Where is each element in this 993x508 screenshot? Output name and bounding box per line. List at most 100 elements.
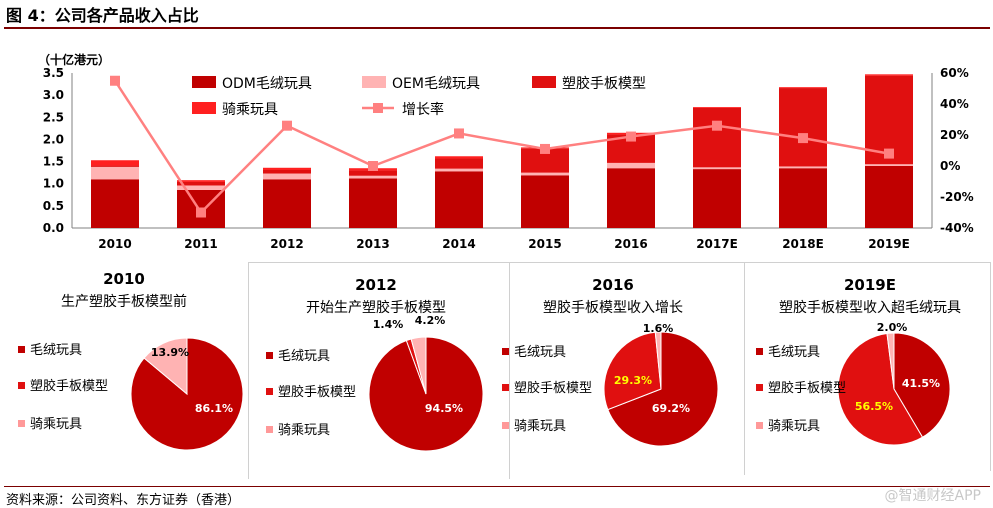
pie-legend-label: 塑胶手板模型 [278, 384, 356, 400]
bar-segment [349, 178, 397, 228]
pie-chart-2012: 2012 开始生产塑胶手板模型 94.5% 1.4% 4.2% 毛绒玩具塑胶手板模型骑乘玩… [266, 276, 484, 452]
pie-legend-label: 毛绒玩具 [514, 345, 566, 360]
bar-segment [779, 87, 827, 89]
pie-panel-2016-frame [508, 262, 745, 475]
pie-subtitle: 生产塑胶手板模型前 [61, 293, 187, 310]
legend-swatch [192, 76, 216, 88]
legend-swatch [192, 102, 216, 114]
bar-segment [865, 164, 913, 166]
pie-data-label: 94.5% [425, 402, 463, 415]
x-tick-label: 2015 [528, 237, 561, 251]
pie-year-title: 2019E [844, 276, 896, 294]
bar-segment [263, 169, 311, 174]
pie-slice [607, 331, 719, 447]
growth-rate-marker [884, 148, 894, 159]
bar-segment [779, 88, 827, 167]
x-tick-label: 2011 [184, 237, 217, 251]
pie-legend-label: 塑胶手板模型 [514, 380, 592, 396]
bar-segment [435, 156, 483, 159]
y-tick-label: 1.5 [43, 155, 64, 169]
pie-legend-swatch [266, 426, 273, 433]
x-tick-label: 2013 [356, 237, 389, 251]
pie-data-label: 13.9% [151, 346, 189, 359]
pie-legend-label: 塑胶手板模型 [768, 380, 846, 396]
x-tick-label: 2014 [442, 237, 475, 251]
y2-tick-label: -20% [940, 190, 974, 204]
bar-segment [435, 158, 483, 169]
pie-subtitle: 开始生产塑胶手板模型 [306, 299, 446, 316]
bar-segment [177, 181, 225, 186]
figure-title: 图 4：公司各产品收入占比 [6, 6, 199, 25]
legend-swatch [362, 76, 386, 88]
legend-label: ODM毛绒玩具 [222, 76, 312, 92]
bar-segment [693, 107, 741, 168]
stacked-bar-line-chart: （十亿港元） 0.0 0.5 1.0 1.5 2.0 2.5 3.0 3.5 -40% -20% 0%… [38, 52, 974, 251]
x-tick-label: 2010 [98, 237, 131, 251]
pie-legend-swatch [502, 422, 509, 429]
pie-legend-swatch [502, 348, 509, 355]
pie-slice [837, 332, 924, 446]
pie-panel-2019-frame [744, 262, 991, 471]
pie-legend-swatch [18, 420, 25, 427]
growth-rate-marker [798, 133, 808, 144]
bar-segment [177, 180, 225, 182]
y-tick-label: 3.0 [43, 88, 64, 102]
legend-swatch [532, 76, 556, 88]
pie-legend-swatch [756, 422, 763, 429]
pie-legend-label: 毛绒玩具 [278, 349, 330, 364]
bar-segment [521, 172, 569, 176]
bar-segment [521, 175, 569, 228]
bar-segment [607, 162, 655, 169]
bar-segment [779, 166, 827, 169]
bar-segment [349, 170, 397, 176]
y-tick-label: 0.0 [43, 221, 64, 235]
growth-rate-marker [368, 161, 378, 171]
pie-slice [410, 336, 427, 395]
y2-tick-label: 40% [940, 97, 969, 111]
pie-data-label: 1.6% [643, 322, 674, 335]
x-tick-label: 2012 [270, 237, 303, 251]
pie-data-label: 2.0% [877, 321, 908, 334]
y2-tick-label: 20% [940, 128, 969, 142]
pie-slice [893, 332, 951, 438]
title-rule [4, 27, 990, 29]
growth-rate-marker [712, 120, 722, 131]
bar-segment [435, 168, 483, 172]
y-tick-label: 0.5 [43, 199, 64, 213]
bar-segment [349, 175, 397, 179]
bar-segment [693, 107, 741, 108]
x-tick-label: 2016 [614, 237, 647, 251]
pie-slice [603, 331, 662, 411]
pie-year-title: 2016 [592, 276, 634, 294]
pie-legend-label: 骑乘玩具 [30, 417, 82, 432]
pie-slice [886, 332, 895, 390]
bar-segment [435, 171, 483, 228]
legend-label: 塑胶手板模型 [562, 75, 646, 92]
pie-slice [143, 337, 188, 396]
bar-segment [177, 185, 225, 190]
bar-segment [607, 168, 655, 228]
pie-data-label: 86.1% [195, 402, 233, 415]
growth-rate-marker [454, 128, 464, 139]
bar-segment [263, 179, 311, 228]
pie-chart-2016: 2016 塑胶手板模型收入增长 69.2% 29.3% 1.6% 毛绒玩具塑胶手板模型骑乘… [502, 276, 719, 447]
bar-segment [693, 167, 741, 170]
bar-segment [91, 160, 139, 166]
bar-segment [91, 179, 139, 228]
legend-marker-swatch [373, 103, 383, 113]
growth-rate-marker [626, 131, 636, 142]
legend-label: 骑乘玩具 [222, 102, 278, 118]
source-note: 资料来源：公司资料、东方证券（香港） [6, 493, 241, 508]
pie-legend-label: 毛绒玩具 [768, 345, 820, 360]
pie-panel-2012-frame [248, 262, 510, 479]
pie-legend-label: 塑胶手板模型 [30, 378, 108, 394]
pie-data-label: 4.2% [415, 314, 446, 327]
pie-legend-swatch [18, 382, 25, 389]
pie-slice [654, 331, 662, 390]
pie-legend-swatch [266, 352, 273, 359]
x-tick-label: 2019E [868, 237, 910, 251]
pie-chart-2019e: 2019E 塑胶手板模型收入超毛绒玩具 41.5% 56.5% 2.0% 毛绒玩具塑胶手板… [756, 276, 961, 446]
pie-data-label: 56.5% [855, 400, 893, 413]
growth-rate-marker [282, 120, 292, 131]
